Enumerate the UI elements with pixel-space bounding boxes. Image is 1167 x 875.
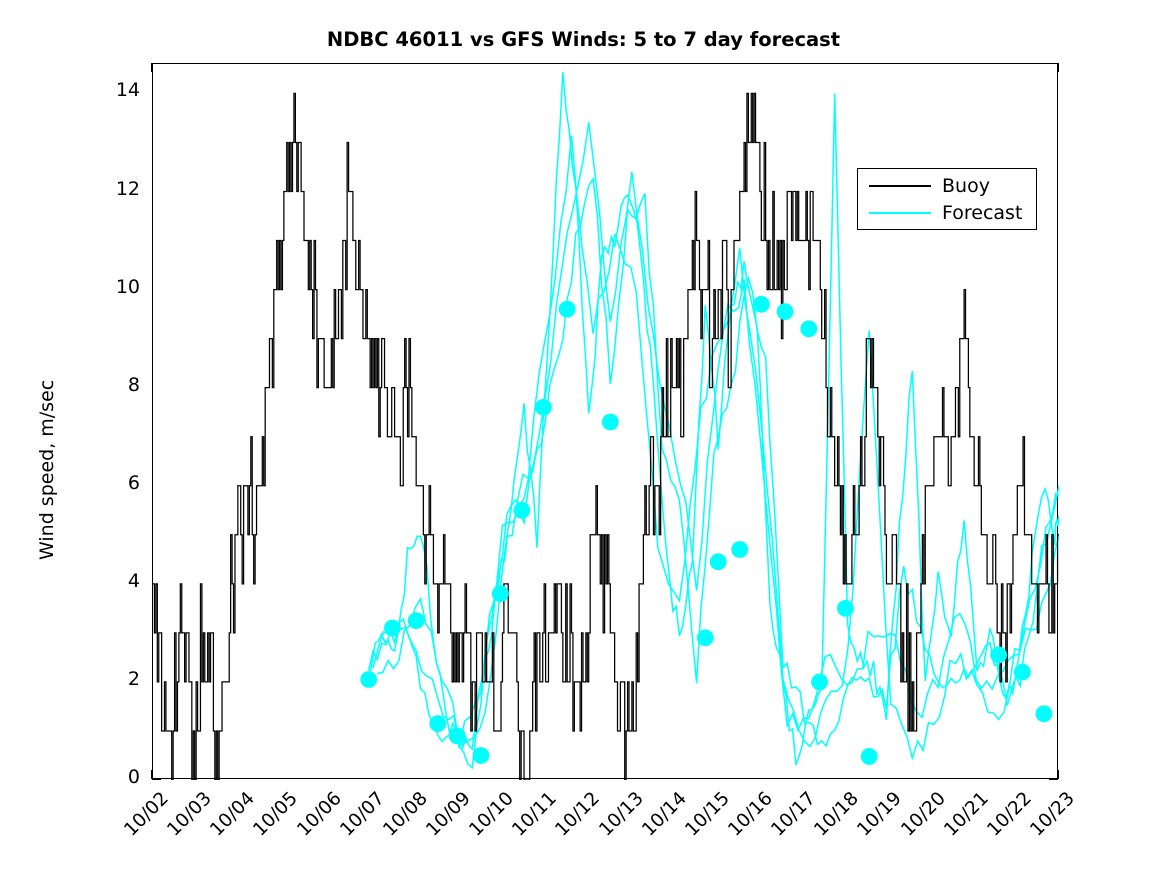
forecast-marker-point [860, 748, 878, 765]
forecast-marker-point [800, 320, 818, 338]
legend: Buoy Forecast [857, 168, 1037, 230]
forecast-marker-point [535, 398, 552, 416]
x-tick-mark-top [151, 63, 153, 72]
y-tick-label: 2 [127, 667, 140, 690]
forecast-marker-point [384, 619, 401, 637]
buoy-series-line [153, 93, 1059, 780]
forecast-marker-point [448, 727, 466, 745]
legend-label: Buoy [942, 175, 990, 197]
forecast-marker-point [696, 629, 714, 647]
forecast-marker-point [513, 501, 531, 519]
forecast-marker-point [491, 585, 509, 603]
forecast-marker-point [811, 673, 828, 691]
y-tick-label: 0 [127, 766, 140, 788]
forecast-marker-point [601, 413, 619, 431]
forecast-marker-point [407, 612, 425, 630]
y-tick-label: 10 [115, 275, 140, 298]
forecast-marker-point [1035, 705, 1053, 723]
y-tick-label: 4 [127, 569, 140, 592]
forecast-marker-point [990, 646, 1007, 664]
forecast-trace-1 [369, 179, 1059, 768]
legend-label: Forecast [942, 202, 1023, 224]
legend-item-buoy[interactable]: Buoy [858, 173, 1036, 199]
y-tick-label: 12 [115, 177, 140, 200]
forecast-marker-point [360, 671, 378, 688]
forecast-marker-point [558, 300, 576, 318]
legend-item-forecast[interactable]: Forecast [858, 200, 1036, 226]
forecast-trace-3 [373, 122, 1059, 758]
x-tick-mark [151, 770, 153, 779]
forecast-marker-point [429, 715, 447, 732]
buoy-step-line [153, 93, 1059, 780]
y-tick-label: 14 [115, 79, 140, 102]
forecast-marker-point [752, 295, 770, 313]
forecast-marker-point [1013, 663, 1031, 681]
y-tick-label: 8 [127, 373, 140, 396]
chart-canvas [153, 64, 1059, 780]
page-title: NDBC 46011 vs GFS Winds: 5 to 7 day fore… [326, 28, 841, 51]
forecast-marker-point [709, 553, 727, 571]
forecast-marker-point [837, 599, 854, 617]
forecast-marker-point [776, 303, 794, 321]
legend-line-swatch [869, 212, 931, 215]
forecast-marker-point [472, 747, 490, 764]
legend-line-swatch [869, 185, 931, 188]
forecast-marker-points [360, 295, 1053, 765]
y-tick-label: 6 [127, 471, 140, 494]
forecast-marker-point [731, 541, 749, 558]
y-axis-label: Wind speed, m/sec [36, 379, 58, 560]
